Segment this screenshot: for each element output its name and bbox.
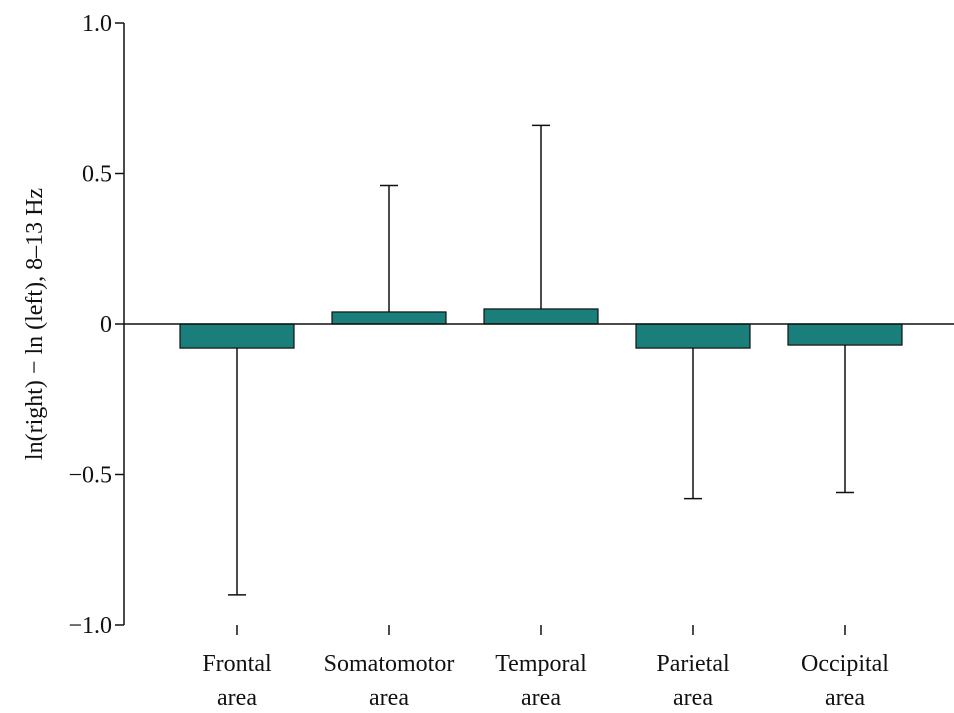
x-category-label-line: area xyxy=(825,685,865,711)
x-category-label-line: Occipital xyxy=(801,651,889,677)
y-tick-label: 0 xyxy=(100,312,112,338)
y-axis-title: ln(right) − ln (left), 8–13 Hz xyxy=(22,188,48,460)
x-category-label: Somatomotor area xyxy=(324,651,455,711)
x-category-label: Parietal area xyxy=(656,651,730,711)
x-category-label-line: area xyxy=(521,685,561,711)
x-category-label-line: area xyxy=(217,685,257,711)
plot-area: 1.0 0.5 0 −0.5 −1.0 Frontal area Somatomotor are… xyxy=(68,11,954,711)
x-category-label: Occipital area xyxy=(801,651,889,711)
x-category-label: Frontal area xyxy=(202,651,272,711)
bar xyxy=(635,323,751,349)
x-category-label-line: area xyxy=(673,685,713,711)
x-category-label-line: Temporal xyxy=(495,651,587,677)
x-category-label: Temporal area xyxy=(495,651,587,711)
bar xyxy=(179,323,295,349)
bar xyxy=(331,311,447,325)
y-tick-label: −0.5 xyxy=(68,463,112,489)
y-tick-label: −1.0 xyxy=(68,613,112,639)
y-tick-label: 0.5 xyxy=(82,162,112,188)
x-category-label-line: area xyxy=(369,685,409,711)
x-category-label-line: Somatomotor xyxy=(324,651,455,677)
bar xyxy=(483,308,599,325)
y-tick-label: 1.0 xyxy=(82,11,112,37)
x-category-label-line: Frontal xyxy=(202,651,272,677)
x-category-label-line: Parietal xyxy=(656,651,730,677)
bar xyxy=(787,323,903,346)
